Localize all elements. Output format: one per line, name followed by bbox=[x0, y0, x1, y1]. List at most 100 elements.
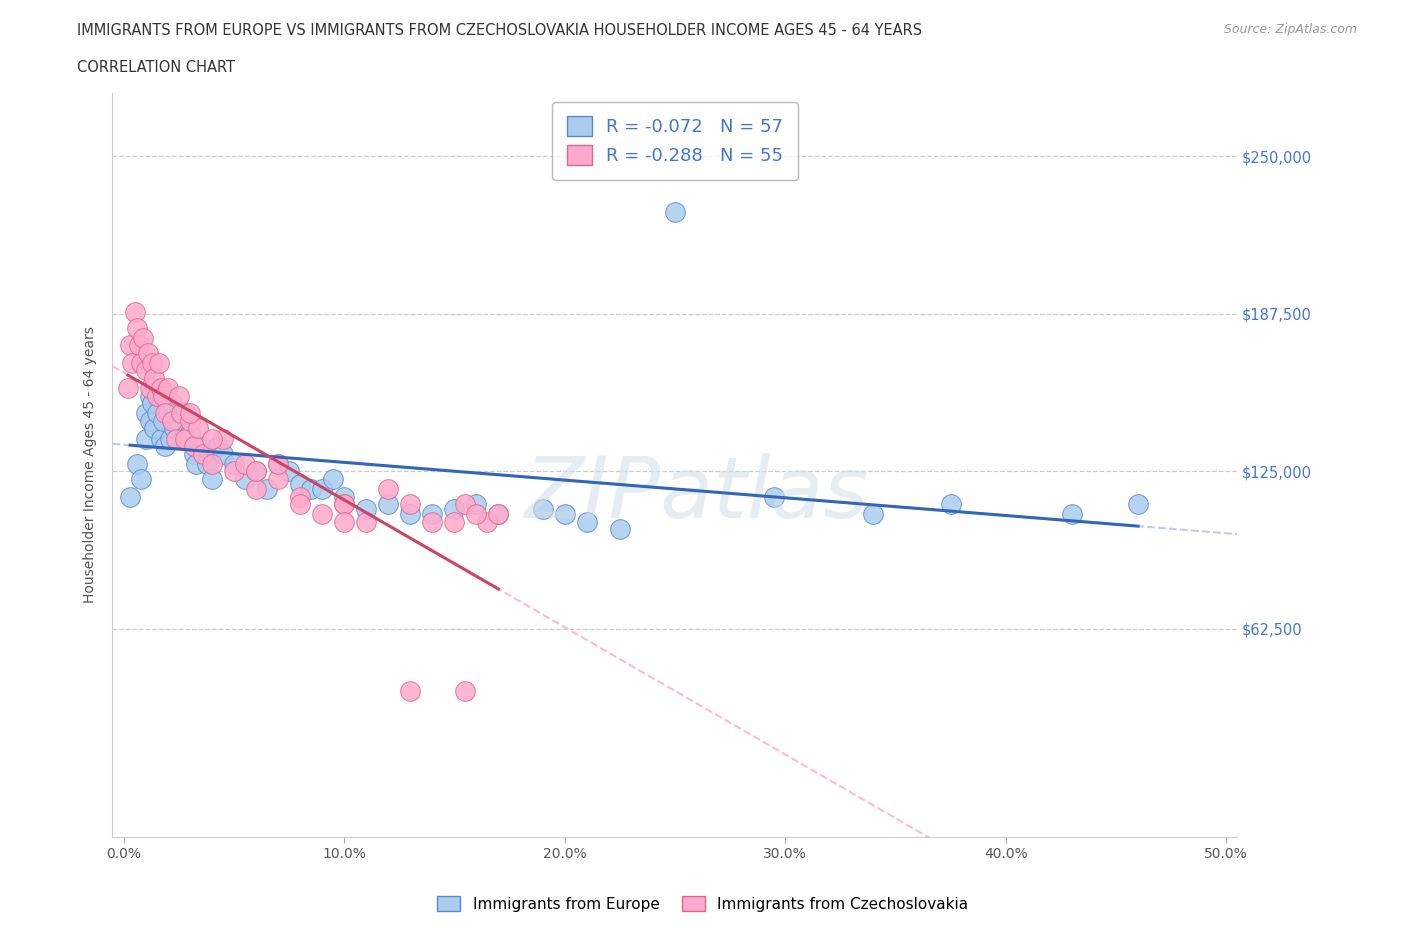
Point bbox=[311, 507, 333, 522]
Point bbox=[454, 684, 477, 698]
Point bbox=[575, 514, 598, 529]
Point bbox=[141, 355, 163, 370]
Point bbox=[159, 432, 181, 446]
Point bbox=[939, 497, 962, 512]
Text: IMMIGRANTS FROM EUROPE VS IMMIGRANTS FROM CZECHOSLOVAKIA HOUSEHOLDER INCOME AGES: IMMIGRANTS FROM EUROPE VS IMMIGRANTS FRO… bbox=[77, 23, 922, 38]
Point bbox=[354, 501, 377, 516]
Point bbox=[129, 472, 152, 486]
Point bbox=[155, 439, 177, 454]
Point bbox=[141, 396, 163, 411]
Point bbox=[125, 320, 148, 335]
Point bbox=[135, 432, 157, 446]
Point bbox=[420, 514, 443, 529]
Point bbox=[128, 338, 150, 352]
Point bbox=[233, 457, 256, 472]
Point bbox=[201, 457, 224, 472]
Point bbox=[333, 489, 356, 504]
Point bbox=[862, 507, 884, 522]
Text: CORRELATION CHART: CORRELATION CHART bbox=[77, 60, 235, 75]
Point bbox=[233, 472, 256, 486]
Point bbox=[333, 514, 356, 529]
Point bbox=[124, 305, 146, 320]
Legend: Immigrants from Europe, Immigrants from Czechoslovakia: Immigrants from Europe, Immigrants from … bbox=[432, 890, 974, 918]
Point bbox=[267, 457, 290, 472]
Point bbox=[465, 507, 488, 522]
Point bbox=[211, 446, 233, 461]
Point bbox=[165, 432, 187, 446]
Point bbox=[129, 355, 152, 370]
Point bbox=[211, 432, 233, 446]
Point bbox=[277, 464, 299, 479]
Point bbox=[354, 514, 377, 529]
Point bbox=[160, 396, 183, 411]
Point bbox=[187, 421, 209, 436]
Point bbox=[222, 464, 245, 479]
Point bbox=[148, 380, 170, 395]
Point bbox=[288, 476, 311, 491]
Point bbox=[465, 497, 488, 512]
Point bbox=[399, 507, 422, 522]
Point bbox=[201, 432, 224, 446]
Point bbox=[145, 405, 167, 420]
Point bbox=[167, 388, 190, 403]
Point bbox=[150, 432, 173, 446]
Text: ZIPatlas: ZIPatlas bbox=[526, 453, 869, 537]
Point bbox=[420, 507, 443, 522]
Point bbox=[172, 432, 194, 446]
Point bbox=[179, 405, 201, 420]
Point bbox=[443, 514, 465, 529]
Point bbox=[222, 457, 245, 472]
Point bbox=[156, 380, 179, 395]
Point bbox=[174, 432, 197, 446]
Point bbox=[125, 457, 148, 472]
Point bbox=[160, 414, 183, 429]
Point bbox=[136, 345, 159, 360]
Point bbox=[139, 388, 162, 403]
Point bbox=[399, 684, 422, 698]
Point bbox=[190, 439, 212, 454]
Point bbox=[299, 482, 322, 497]
Point bbox=[150, 380, 173, 395]
Point bbox=[135, 363, 157, 378]
Point bbox=[143, 370, 166, 385]
Point bbox=[443, 501, 465, 516]
Point bbox=[288, 489, 311, 504]
Point bbox=[170, 405, 193, 420]
Point bbox=[245, 482, 267, 497]
Point bbox=[377, 497, 399, 512]
Point bbox=[120, 489, 142, 504]
Point bbox=[1126, 497, 1149, 512]
Point bbox=[377, 482, 399, 497]
Point bbox=[152, 414, 174, 429]
Point bbox=[121, 355, 143, 370]
Point bbox=[167, 414, 190, 429]
Point bbox=[1060, 507, 1083, 522]
Text: Source: ZipAtlas.com: Source: ZipAtlas.com bbox=[1223, 23, 1357, 36]
Point bbox=[117, 380, 139, 395]
Point bbox=[152, 388, 174, 403]
Point bbox=[477, 514, 499, 529]
Point bbox=[245, 464, 267, 479]
Point bbox=[322, 472, 344, 486]
Point bbox=[156, 405, 179, 420]
Point bbox=[207, 439, 229, 454]
Point bbox=[186, 457, 208, 472]
Point bbox=[143, 421, 166, 436]
Point bbox=[333, 497, 356, 512]
Point bbox=[333, 497, 356, 512]
Point bbox=[267, 457, 290, 472]
Point bbox=[763, 489, 786, 504]
Legend: R = -0.072   N = 57, R = -0.288   N = 55: R = -0.072 N = 57, R = -0.288 N = 55 bbox=[553, 102, 797, 179]
Point bbox=[139, 414, 162, 429]
Point bbox=[163, 421, 186, 436]
Point bbox=[135, 405, 157, 420]
Y-axis label: Householder Income Ages 45 - 64 years: Householder Income Ages 45 - 64 years bbox=[83, 326, 97, 604]
Point bbox=[664, 204, 686, 219]
Point bbox=[488, 507, 510, 522]
Point bbox=[183, 439, 205, 454]
Point bbox=[195, 457, 218, 472]
Point bbox=[245, 464, 267, 479]
Point bbox=[399, 497, 422, 512]
Point bbox=[120, 338, 142, 352]
Point bbox=[201, 472, 224, 486]
